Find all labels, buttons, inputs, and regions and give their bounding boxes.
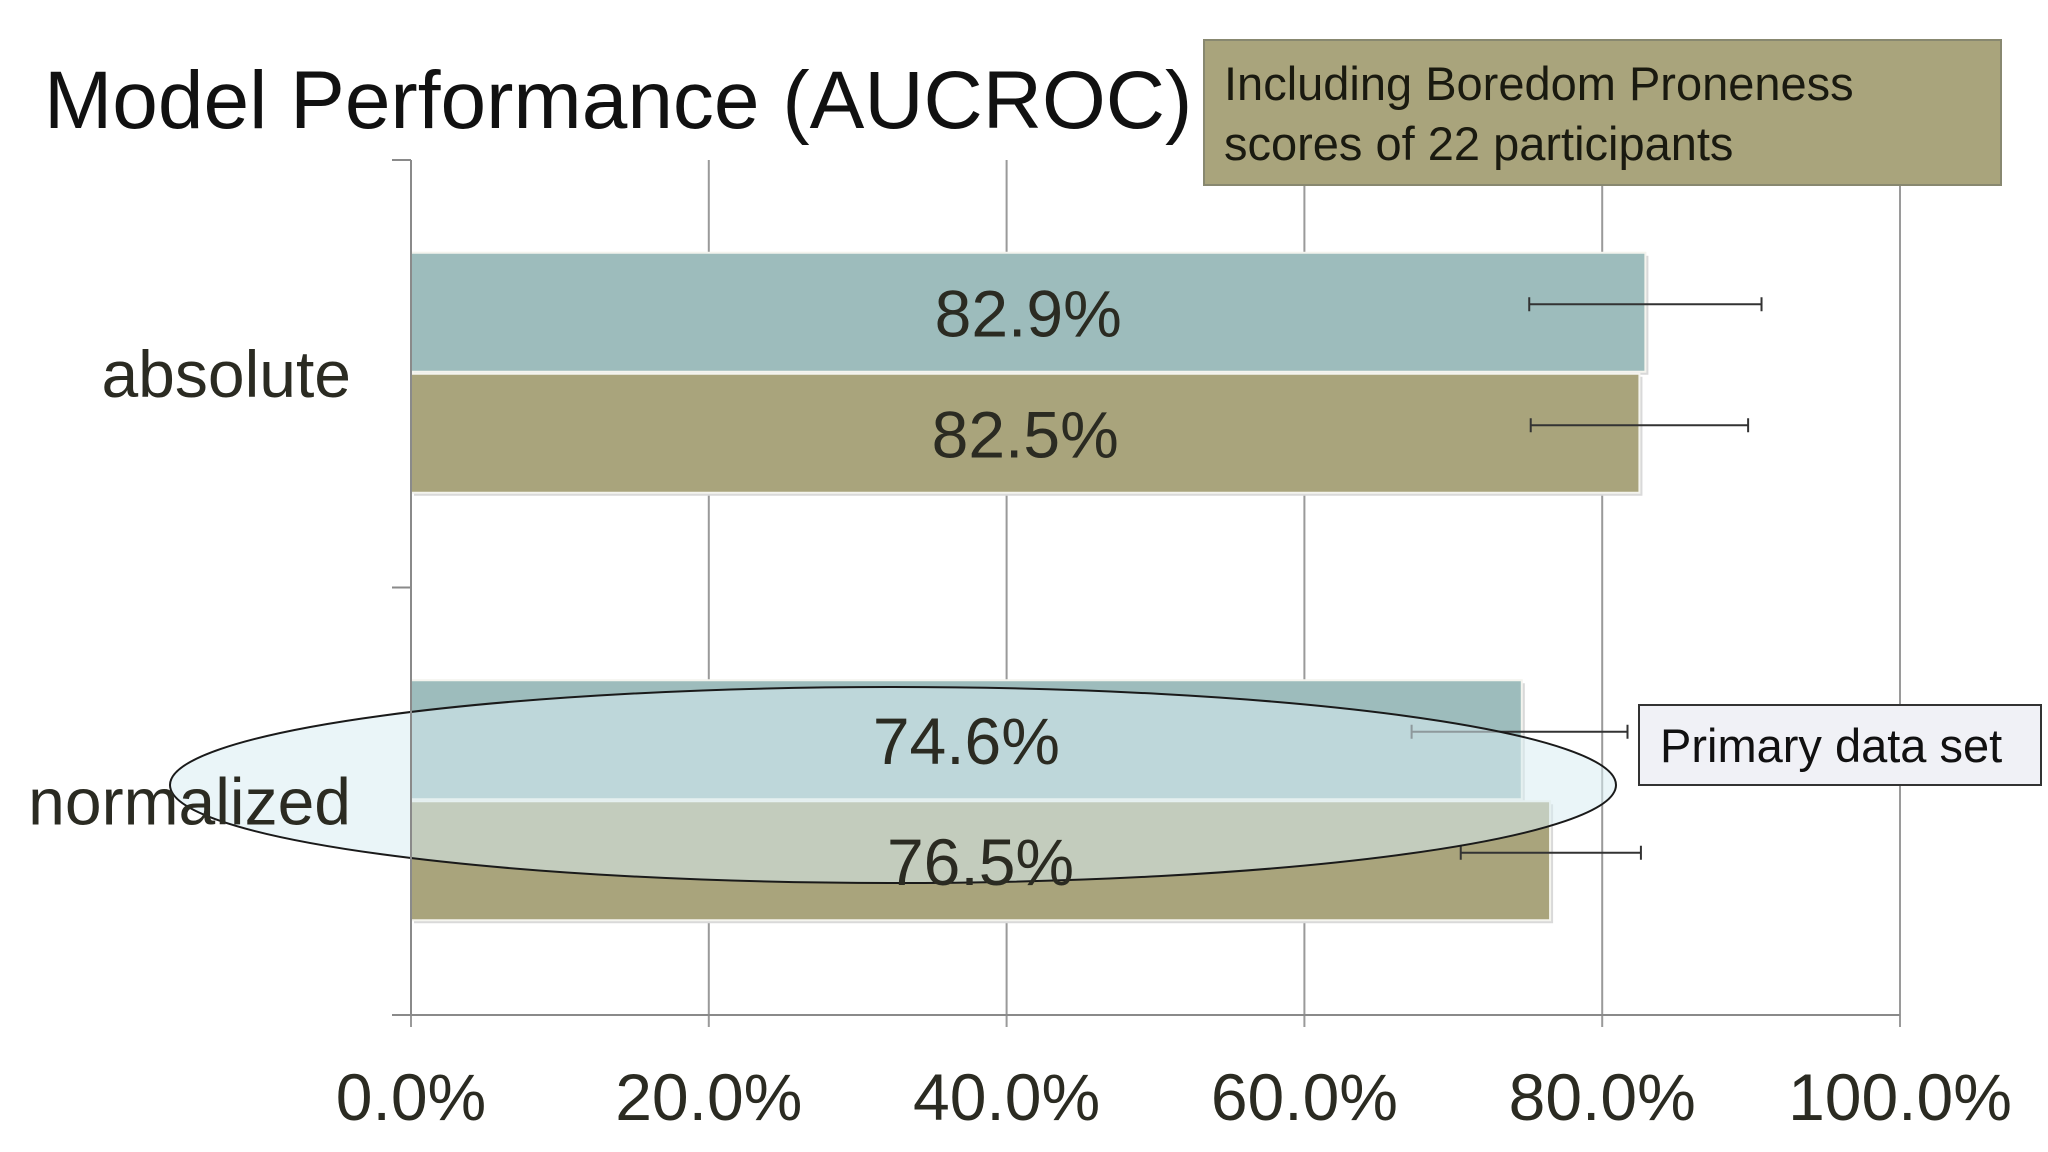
- highlight: [169, 686, 1617, 884]
- data-label: 82.9%: [935, 276, 1122, 350]
- data-label: 76.5%: [887, 825, 1074, 899]
- legend-line-2: scores of 22 participants: [1224, 117, 1733, 170]
- legend: Including Boredom Proneness scores of 22…: [1203, 39, 2002, 186]
- legend-swatch: [1203, 39, 2002, 186]
- x-tick-label: 0.0%: [336, 1060, 486, 1134]
- callout-rect: [1638, 704, 2042, 786]
- data-label: 74.6%: [873, 704, 1060, 778]
- error-bars: [1410, 297, 1763, 860]
- x-tick-label: 40.0%: [913, 1060, 1100, 1134]
- bar: [410, 251, 1647, 373]
- x-tick-label: 60.0%: [1211, 1060, 1398, 1134]
- chart-title: Model Performance (AUCROC): [44, 55, 1192, 146]
- highlight-ellipse: [169, 686, 1617, 884]
- legend-line-1: Including Boredom Proneness: [1224, 57, 1854, 110]
- category-label: absolute: [101, 337, 351, 411]
- axes: 0.0% 20.0% 40.0% 60.0% 80.0% 100.0% absolute no…: [28, 159, 2012, 1134]
- x-tick-label: 80.0%: [1509, 1060, 1696, 1134]
- bar: [410, 372, 1641, 494]
- x-tick-label: 100.0%: [1788, 1060, 2012, 1134]
- callout-label: Primary data set: [1660, 719, 2002, 772]
- x-tick-label: 20.0%: [615, 1060, 802, 1134]
- data-labels: 82.9% 82.5% 74.6% 76.5%: [873, 276, 1122, 899]
- callout-box: Primary data set: [1638, 704, 2042, 786]
- data-label: 82.5%: [932, 397, 1119, 471]
- category-label: normalized: [28, 764, 351, 838]
